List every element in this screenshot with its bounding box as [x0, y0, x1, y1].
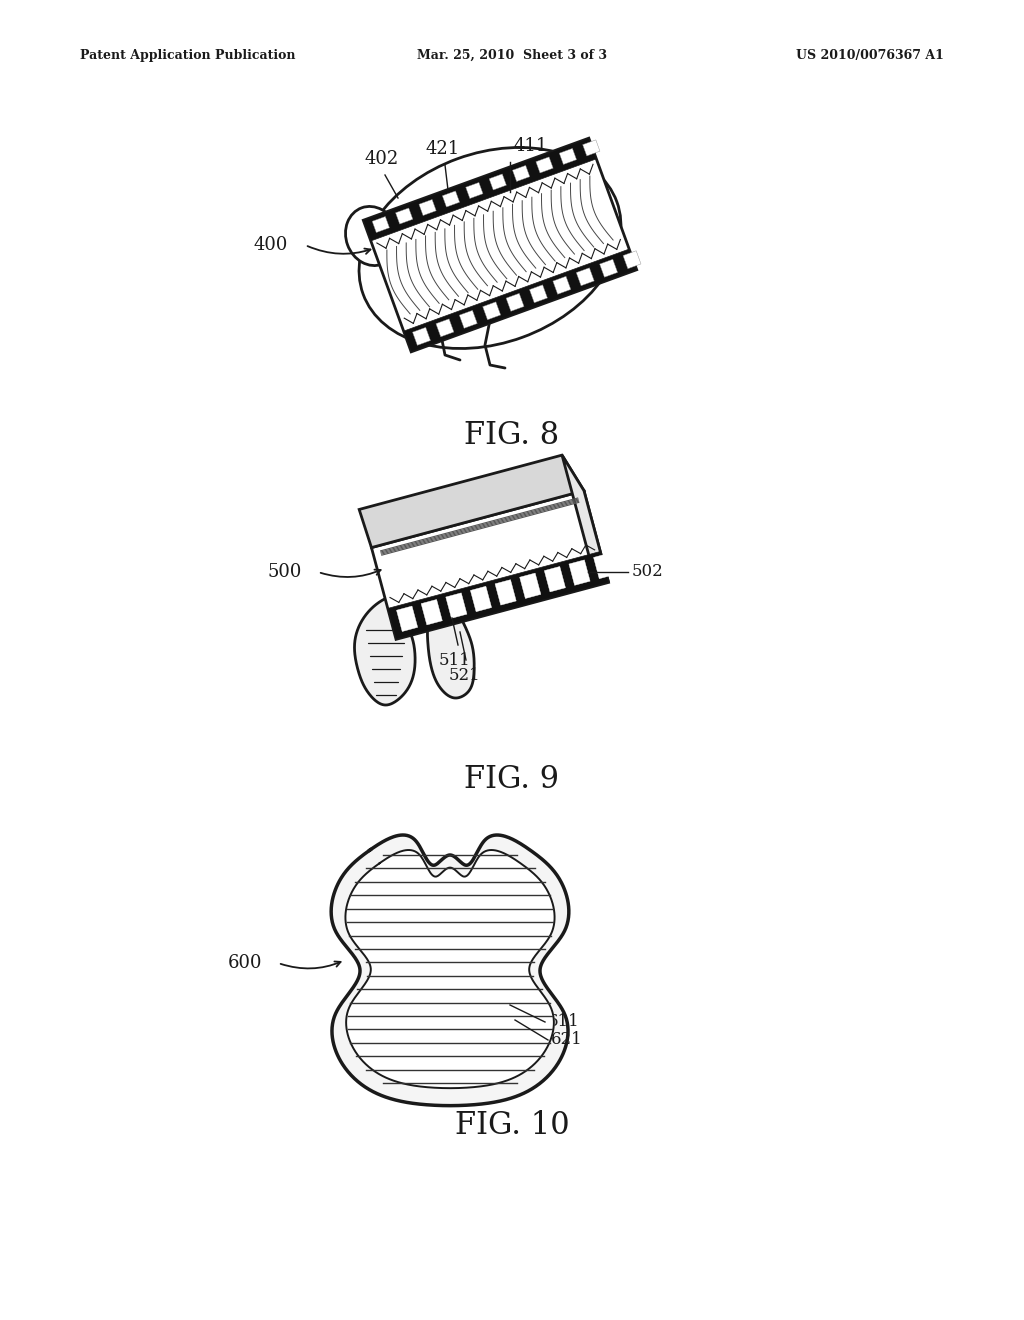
Text: 611: 611	[548, 1014, 580, 1031]
Text: 521: 521	[449, 667, 480, 684]
Text: Mar. 25, 2010  Sheet 3 of 3: Mar. 25, 2010 Sheet 3 of 3	[417, 49, 607, 62]
Text: 621: 621	[551, 1031, 583, 1048]
Polygon shape	[364, 139, 596, 242]
Polygon shape	[623, 251, 641, 269]
Polygon shape	[562, 455, 608, 582]
Text: 500: 500	[267, 564, 302, 581]
Polygon shape	[577, 268, 594, 285]
Polygon shape	[364, 139, 637, 352]
Polygon shape	[372, 491, 608, 639]
Polygon shape	[388, 552, 608, 639]
Text: 400: 400	[254, 236, 288, 253]
Polygon shape	[600, 259, 617, 277]
Polygon shape	[345, 850, 555, 1088]
Text: 511: 511	[439, 652, 471, 669]
Ellipse shape	[359, 148, 621, 348]
Polygon shape	[331, 836, 569, 1106]
Text: FIG. 9: FIG. 9	[465, 764, 559, 796]
Polygon shape	[403, 249, 637, 352]
Polygon shape	[427, 601, 474, 698]
Polygon shape	[396, 606, 418, 631]
Text: FIG. 8: FIG. 8	[465, 420, 559, 450]
Polygon shape	[489, 174, 507, 190]
Polygon shape	[482, 302, 501, 319]
Text: FIG. 10: FIG. 10	[455, 1110, 569, 1140]
Ellipse shape	[345, 206, 398, 265]
Polygon shape	[529, 285, 548, 302]
Text: Patent Application Publication: Patent Application Publication	[80, 49, 296, 62]
Polygon shape	[419, 199, 436, 215]
Polygon shape	[553, 276, 570, 294]
Text: 600: 600	[227, 954, 262, 972]
Polygon shape	[421, 599, 442, 624]
Polygon shape	[470, 586, 492, 611]
Polygon shape	[536, 157, 553, 173]
Polygon shape	[466, 182, 483, 198]
Polygon shape	[559, 148, 577, 165]
Polygon shape	[359, 455, 584, 548]
Polygon shape	[395, 209, 413, 224]
Text: 421: 421	[426, 140, 460, 158]
Polygon shape	[442, 191, 460, 207]
Polygon shape	[569, 560, 590, 585]
Polygon shape	[436, 319, 454, 337]
Polygon shape	[445, 593, 467, 618]
Polygon shape	[372, 216, 389, 232]
Polygon shape	[519, 573, 541, 598]
Text: 502: 502	[632, 564, 664, 581]
Text: US 2010/0076367 A1: US 2010/0076367 A1	[796, 49, 944, 62]
Text: 402: 402	[365, 150, 399, 168]
Polygon shape	[583, 140, 600, 156]
Polygon shape	[594, 553, 614, 578]
Text: 411: 411	[513, 137, 548, 154]
Polygon shape	[512, 165, 529, 181]
Polygon shape	[545, 566, 565, 591]
Polygon shape	[506, 293, 524, 312]
Polygon shape	[495, 579, 516, 605]
Polygon shape	[413, 327, 430, 346]
Polygon shape	[354, 595, 415, 705]
Polygon shape	[460, 310, 477, 329]
